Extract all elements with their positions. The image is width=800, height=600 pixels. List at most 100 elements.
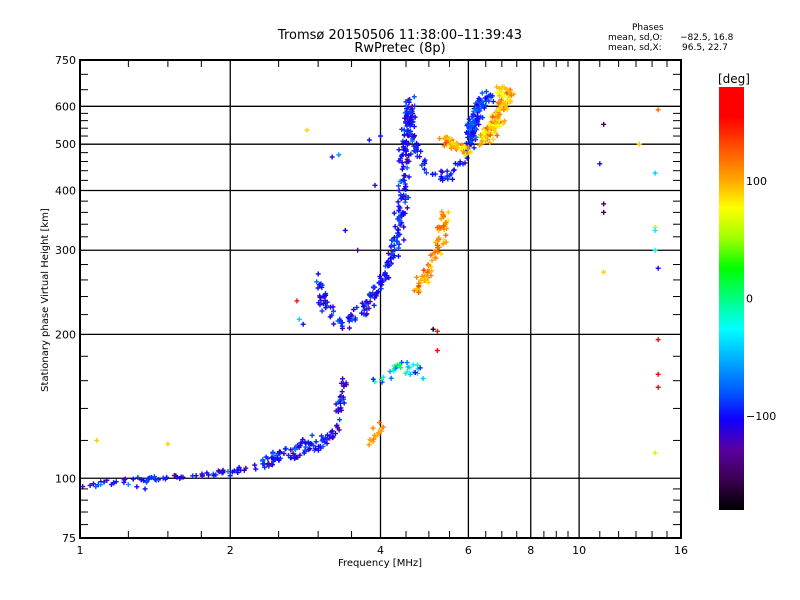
data-point xyxy=(450,176,456,182)
data-point xyxy=(313,439,319,445)
data-point xyxy=(121,479,127,485)
y-tick-label: 500 xyxy=(55,138,76,151)
data-point xyxy=(464,155,470,161)
x-tick-label: 1 xyxy=(77,544,84,557)
data-point xyxy=(429,171,435,177)
data-point xyxy=(142,486,148,492)
data-point xyxy=(404,116,410,122)
data-point xyxy=(378,133,383,139)
data-point xyxy=(412,133,418,139)
data-point xyxy=(348,312,354,318)
phase-stats-o-values: −82.5, 16.8 xyxy=(680,33,734,43)
data-point xyxy=(399,166,405,172)
x-tick-label: 2 xyxy=(227,544,234,557)
data-point xyxy=(457,161,463,167)
data-point xyxy=(470,121,476,127)
data-point xyxy=(471,108,477,114)
data-point xyxy=(320,293,326,299)
data-point xyxy=(338,380,344,386)
data-point xyxy=(378,428,384,434)
data-point xyxy=(322,435,328,441)
data-point xyxy=(507,98,513,104)
data-point xyxy=(346,315,352,321)
data-point xyxy=(366,291,372,297)
x-tick-label: 10 xyxy=(572,544,586,557)
data-point xyxy=(285,452,291,458)
data-point xyxy=(405,364,411,370)
data-point xyxy=(473,105,479,111)
data-point xyxy=(461,143,467,149)
data-point xyxy=(292,446,298,452)
data-point xyxy=(329,428,335,434)
data-point xyxy=(373,293,379,299)
chart-subtitle: RwPretec (8p) xyxy=(354,41,446,56)
data-point xyxy=(151,474,157,480)
data-point xyxy=(441,237,447,243)
data-point xyxy=(385,250,391,256)
data-point xyxy=(500,121,506,127)
data-point xyxy=(351,307,357,313)
data-point xyxy=(601,201,607,207)
x-tick-label: 6 xyxy=(465,544,472,557)
data-point xyxy=(104,477,110,483)
data-point xyxy=(307,446,313,452)
data-point xyxy=(440,241,446,247)
data-point xyxy=(402,196,408,202)
data-point xyxy=(396,241,402,247)
y-axis-label: Stationary phase Virtual Height [km] xyxy=(40,208,51,392)
data-point xyxy=(407,371,413,377)
data-point xyxy=(396,183,402,189)
data-point xyxy=(481,129,487,135)
data-point xyxy=(367,436,373,442)
data-point xyxy=(225,469,231,475)
data-point xyxy=(387,255,393,261)
data-point xyxy=(391,242,397,248)
data-point xyxy=(425,279,431,285)
data-point xyxy=(334,422,340,428)
data-point xyxy=(395,199,401,205)
data-point xyxy=(366,137,372,143)
data-point xyxy=(338,320,344,326)
data-point xyxy=(473,134,479,140)
data-point xyxy=(487,139,493,145)
data-point xyxy=(402,210,408,216)
data-point xyxy=(324,440,330,446)
data-point xyxy=(339,325,345,331)
data-point xyxy=(400,193,406,199)
data-point xyxy=(396,208,402,214)
colorbar-label: [deg] xyxy=(718,72,750,86)
data-point xyxy=(377,273,383,279)
data-point xyxy=(379,278,385,284)
data-point xyxy=(406,174,412,180)
data-point xyxy=(491,126,497,132)
data-point xyxy=(437,136,443,142)
x-tick-label: 16 xyxy=(674,544,688,557)
data-point xyxy=(465,150,471,156)
data-point xyxy=(401,147,407,153)
data-point xyxy=(336,152,342,158)
data-point xyxy=(473,126,479,132)
data-point xyxy=(391,368,397,374)
data-point xyxy=(422,277,428,283)
data-point xyxy=(243,465,249,471)
data-point xyxy=(494,133,500,139)
data-point xyxy=(266,461,272,467)
data-point xyxy=(370,284,376,290)
data-point xyxy=(252,462,258,468)
data-point xyxy=(392,224,398,230)
data-point xyxy=(477,142,483,148)
y-tick-label: 100 xyxy=(55,472,76,485)
data-point xyxy=(404,360,410,366)
data-point xyxy=(402,173,408,179)
data-point xyxy=(399,126,405,132)
data-point xyxy=(319,438,325,444)
data-point xyxy=(335,406,341,412)
colorbar-tick-label: −100 xyxy=(746,410,776,423)
data-point xyxy=(504,97,510,103)
data-point xyxy=(311,443,317,449)
data-point xyxy=(483,98,489,104)
phase-stats-x-label: mean, sd,X: xyxy=(608,43,662,53)
data-point xyxy=(332,431,338,437)
data-point xyxy=(396,203,402,209)
